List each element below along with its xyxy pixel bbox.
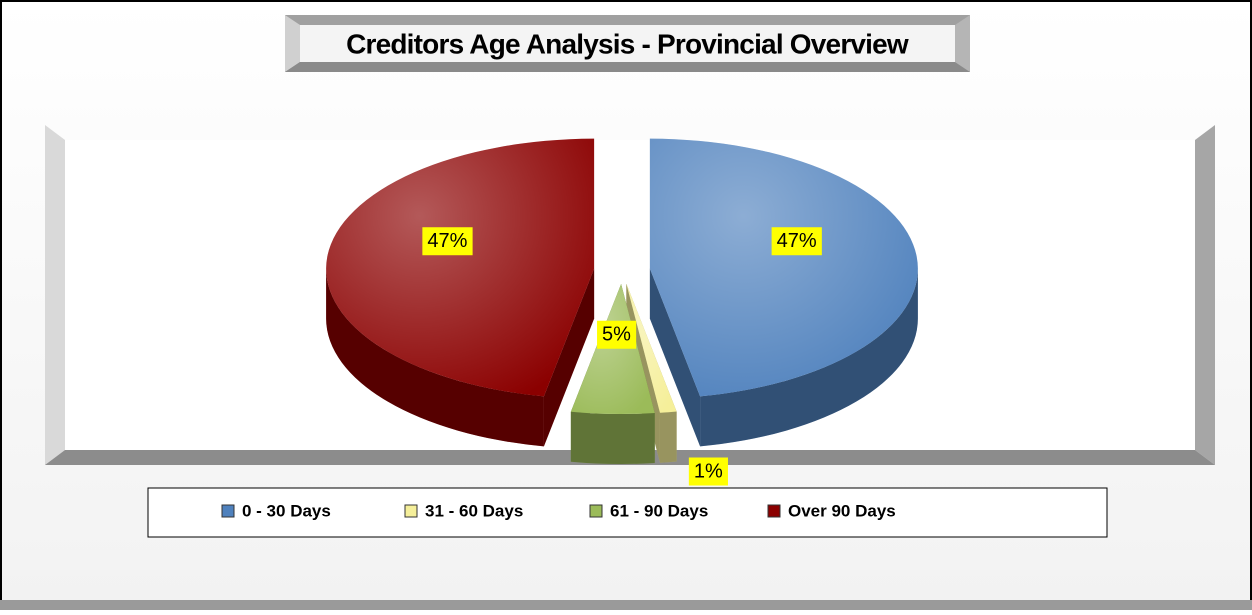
slice-shine [326,138,595,397]
slice-shine [626,283,677,413]
data-label-box [597,320,637,349]
pie-slice [326,138,595,447]
slice-shade [543,268,595,447]
data-label: 47% [427,230,467,252]
legend-label: 31 - 60 Days [425,501,523,520]
legend-label: Over 90 Days [788,501,896,520]
legend: 0 - 30 Days 31 - 60 Days 61 - 90 Days Over … [221,501,896,520]
legend-box [147,487,1108,538]
slice-side [700,268,918,447]
data-labels: 47% 1% 5% 47% [422,227,822,486]
slice-side [543,268,595,447]
legend-swatch [221,504,235,518]
pie-slice [649,138,918,447]
pie-slice [570,283,655,464]
slice-shade [570,411,655,464]
slice-shade [700,268,918,447]
legend-swatch [767,504,781,518]
legend-label: 0 - 30 Days [242,501,331,520]
data-label-box [688,457,728,486]
slice-shade [659,411,677,463]
slice-side [659,411,677,463]
legend-swatch [589,504,603,518]
frame-bevel [0,600,1252,610]
data-label: 5% [602,324,631,346]
pie [326,138,918,464]
title-box [285,15,970,72]
data-label-box [422,227,473,256]
data-label: 1% [694,461,723,483]
legend-swatch [404,504,418,518]
slice-shine [570,283,655,414]
legend-label: 61 - 90 Days [610,501,708,520]
chart-title: Creditors Age Analysis - Provincial Over… [346,28,909,59]
slice-shine [649,138,918,397]
slice-shade [649,268,701,447]
slice-side [570,411,655,464]
data-label: 47% [777,230,817,252]
slice-side [649,268,701,447]
data-label-box [771,227,822,256]
slice-side [326,268,544,447]
slice-shade [326,268,544,447]
